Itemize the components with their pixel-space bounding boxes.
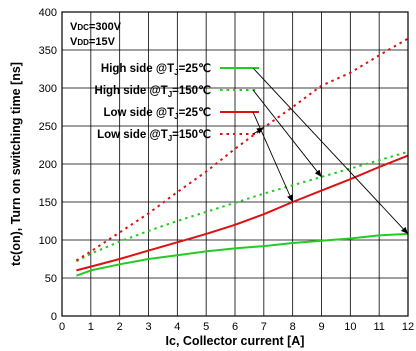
- y-tick-label: 0: [51, 311, 57, 323]
- x-tick-label: 0: [59, 321, 65, 333]
- x-tick-label: 2: [117, 321, 123, 333]
- plot-frame: [61, 11, 409, 317]
- x-tick-label: 6: [232, 321, 238, 333]
- x-tick-label: 4: [174, 321, 180, 333]
- y-tick-label: 150: [39, 197, 57, 209]
- legend: High side @TJ=25℃ High side @TJ=150℃ Low s…: [95, 62, 259, 143]
- series-line-2: [76, 154, 409, 272]
- series-line-0: [76, 232, 409, 277]
- y-tick-label: 200: [39, 159, 57, 171]
- y-tick-label: 350: [39, 45, 57, 57]
- x-tick-label: 9: [318, 321, 324, 333]
- legend-label: High side @TJ=150℃: [95, 84, 212, 99]
- x-tick-label: 8: [290, 321, 296, 333]
- y-tick-label: 400: [39, 7, 57, 19]
- x-tick-label: 1: [88, 321, 94, 333]
- legend-pointer-arrow: [252, 111, 294, 203]
- condition-label: VDC=300V: [70, 21, 122, 33]
- legend-pointer-arrow: [252, 127, 265, 135]
- series-layer: [75, 37, 409, 277]
- legend-pointer-arrow: [252, 89, 322, 178]
- y-axis-title: tc(on), Turn on switching time [ns]: [9, 62, 23, 266]
- x-tick-label: 11: [373, 321, 384, 333]
- y-tick-label: 50: [45, 273, 57, 285]
- legend-label: Low side @TJ=150℃: [97, 128, 211, 143]
- x-tick-label: 10: [344, 321, 356, 333]
- x-tick-label: 12: [402, 321, 414, 333]
- pointer-layer: [252, 67, 409, 235]
- x-tick-label: 5: [203, 321, 209, 333]
- series-line-1: [75, 150, 409, 263]
- y-tick-label: 300: [39, 83, 57, 95]
- legend-label: High side @TJ=25℃: [101, 62, 211, 77]
- annotation-layer: VDC=300V VDD=15V: [70, 21, 122, 48]
- legend-label: Low side @TJ=25℃: [103, 106, 211, 121]
- x-tick-label: 7: [261, 321, 267, 333]
- y-tick-label: 250: [39, 121, 57, 133]
- condition-label: VDD=15V: [70, 36, 116, 48]
- x-tick-label: 3: [145, 321, 151, 333]
- series-line-3: [75, 37, 409, 262]
- legend-pointer-arrow: [252, 67, 409, 235]
- x-axis-title: Ic, Collector current [A]: [166, 334, 305, 348]
- y-tick-label: 100: [39, 235, 57, 247]
